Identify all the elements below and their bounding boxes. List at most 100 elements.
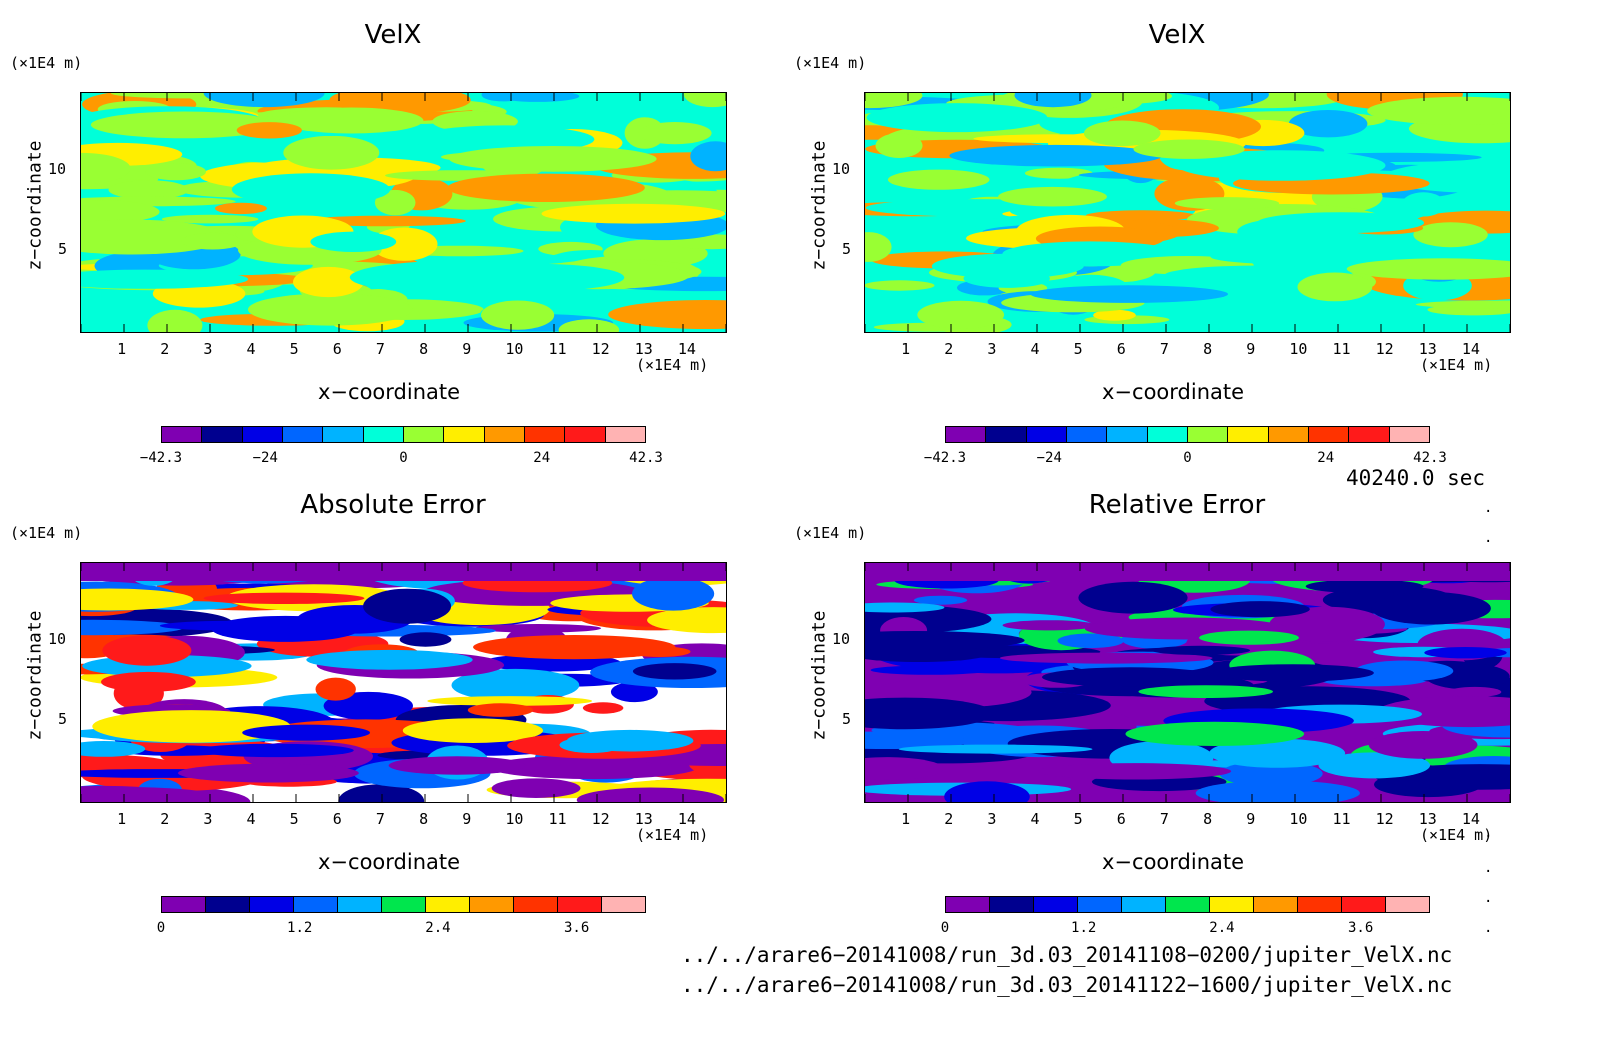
dot-4: . <box>1484 860 1493 876</box>
field-blob <box>1037 763 1232 780</box>
field-blob <box>558 319 620 332</box>
colorbar-swatch <box>444 427 485 442</box>
x-tick-label: 13 <box>634 810 653 828</box>
field-blob <box>1138 685 1273 698</box>
x-tick-label: 8 <box>419 340 429 358</box>
y-axis-label: z−coordinate <box>808 610 830 741</box>
y-tick-label: 10 <box>832 630 851 648</box>
field-blob <box>1133 139 1245 159</box>
file-path-2: ../../arare6−20141008/run_3d.03_20141122… <box>681 973 1453 997</box>
field-blob <box>293 266 364 298</box>
field-blob <box>491 778 581 798</box>
x-tick-label: 12 <box>1375 340 1394 358</box>
panel-title: VelX <box>364 20 422 50</box>
colorbar-swatch <box>338 897 382 912</box>
dot-3: . <box>1484 825 1493 841</box>
colorbar-label: 0 <box>940 920 950 936</box>
field-blob <box>898 744 1093 754</box>
field-blob <box>1210 249 1363 265</box>
colorbar-swatch <box>1228 427 1269 442</box>
colorbar-swatch <box>565 427 606 442</box>
field-blob <box>108 180 189 200</box>
field-blob <box>1219 761 1323 787</box>
x-tick-label: 5 <box>289 810 299 828</box>
x-unit-label: (×1E4 m) <box>636 356 709 374</box>
field-blob <box>632 577 715 611</box>
field-blob <box>451 668 580 702</box>
x-tick-label: 12 <box>591 810 610 828</box>
colorbar-label: 3.6 <box>1347 920 1374 936</box>
field-blob <box>1354 660 1454 682</box>
field-blob <box>236 122 302 139</box>
field-blob <box>566 729 694 752</box>
colorbar-swatch <box>946 427 987 442</box>
x-tick-label: 5 <box>1073 810 1083 828</box>
x-tick-label: 2 <box>944 340 954 358</box>
field-blob <box>1305 579 1424 594</box>
x-tick-label: 7 <box>1159 340 1169 358</box>
field-blob <box>81 786 212 802</box>
field-blob <box>998 186 1107 207</box>
colorbar <box>161 426 646 443</box>
x-axis-label: x−coordinate <box>318 850 461 874</box>
colorbar-label: −42.3 <box>139 450 183 466</box>
field-blob <box>161 214 259 224</box>
colorbar-label: 42.3 <box>1413 450 1447 466</box>
field-blob <box>310 231 397 252</box>
field-blob <box>637 109 726 120</box>
field-blob <box>1195 780 1360 802</box>
field-blob <box>1042 667 1219 687</box>
heatmap-plot <box>864 562 1511 803</box>
x-tick-label: 10 <box>505 810 524 828</box>
field-blob <box>963 269 1050 288</box>
panel-title: Relative Error <box>1088 490 1266 520</box>
field-blob <box>887 169 990 190</box>
field-blob <box>159 620 310 631</box>
field-blob <box>214 202 267 215</box>
colorbar-swatch <box>524 427 566 442</box>
colorbar-label: −42.3 <box>923 450 967 466</box>
top-band <box>81 563 726 581</box>
field-blob <box>402 718 543 743</box>
field-blob <box>576 787 725 802</box>
x-tick-label: 1 <box>901 340 911 358</box>
colorbar-label: −24 <box>1036 450 1062 466</box>
field-blob <box>231 173 391 206</box>
colorbar <box>945 896 1430 913</box>
field-blob <box>1424 647 1507 659</box>
colorbar-swatch <box>1078 897 1122 912</box>
x-tick-label: 7 <box>375 810 385 828</box>
colorbar-swatch <box>470 897 514 912</box>
field-blob <box>999 652 1213 664</box>
x-axis-label: x−coordinate <box>1102 850 1245 874</box>
field-blob <box>1346 258 1510 280</box>
x-tick-label: 12 <box>591 340 610 358</box>
field-blob <box>582 702 624 714</box>
field-blob <box>875 133 923 158</box>
y-unit-label: (×1E4 m) <box>794 54 867 72</box>
colorbar-swatch <box>1308 427 1350 442</box>
y-axis-label: z−coordinate <box>808 140 830 271</box>
x-tick-label: 13 <box>1418 810 1437 828</box>
x-tick-label: 9 <box>1246 810 1256 828</box>
x-tick-label: 6 <box>332 810 342 828</box>
field-blob <box>181 232 244 250</box>
y-tick-label: 10 <box>48 160 67 178</box>
colorbar-swatch <box>1034 897 1078 912</box>
field-blob <box>427 696 593 706</box>
colorbar-label: −24 <box>252 450 278 466</box>
colorbar-label: 24 <box>533 450 551 466</box>
field-blob <box>81 269 249 289</box>
x-tick-label: 11 <box>1332 810 1351 828</box>
x-tick-label: 4 <box>1030 340 1040 358</box>
panel-2: VelX (×1E4 m) z−coordinate 1 2 3 4 5 6 7 8 9 10 11 12 1… <box>784 0 1544 480</box>
field-blob <box>81 741 146 757</box>
y-tick-label: 5 <box>842 240 852 258</box>
y-tick-label: 5 <box>58 710 68 728</box>
field-blob <box>467 703 533 717</box>
field-blob <box>541 203 726 224</box>
field-blob <box>632 663 717 680</box>
x-tick-label: 1 <box>117 340 127 358</box>
colorbar-swatch <box>1187 427 1229 442</box>
x-tick-label: 11 <box>548 340 567 358</box>
